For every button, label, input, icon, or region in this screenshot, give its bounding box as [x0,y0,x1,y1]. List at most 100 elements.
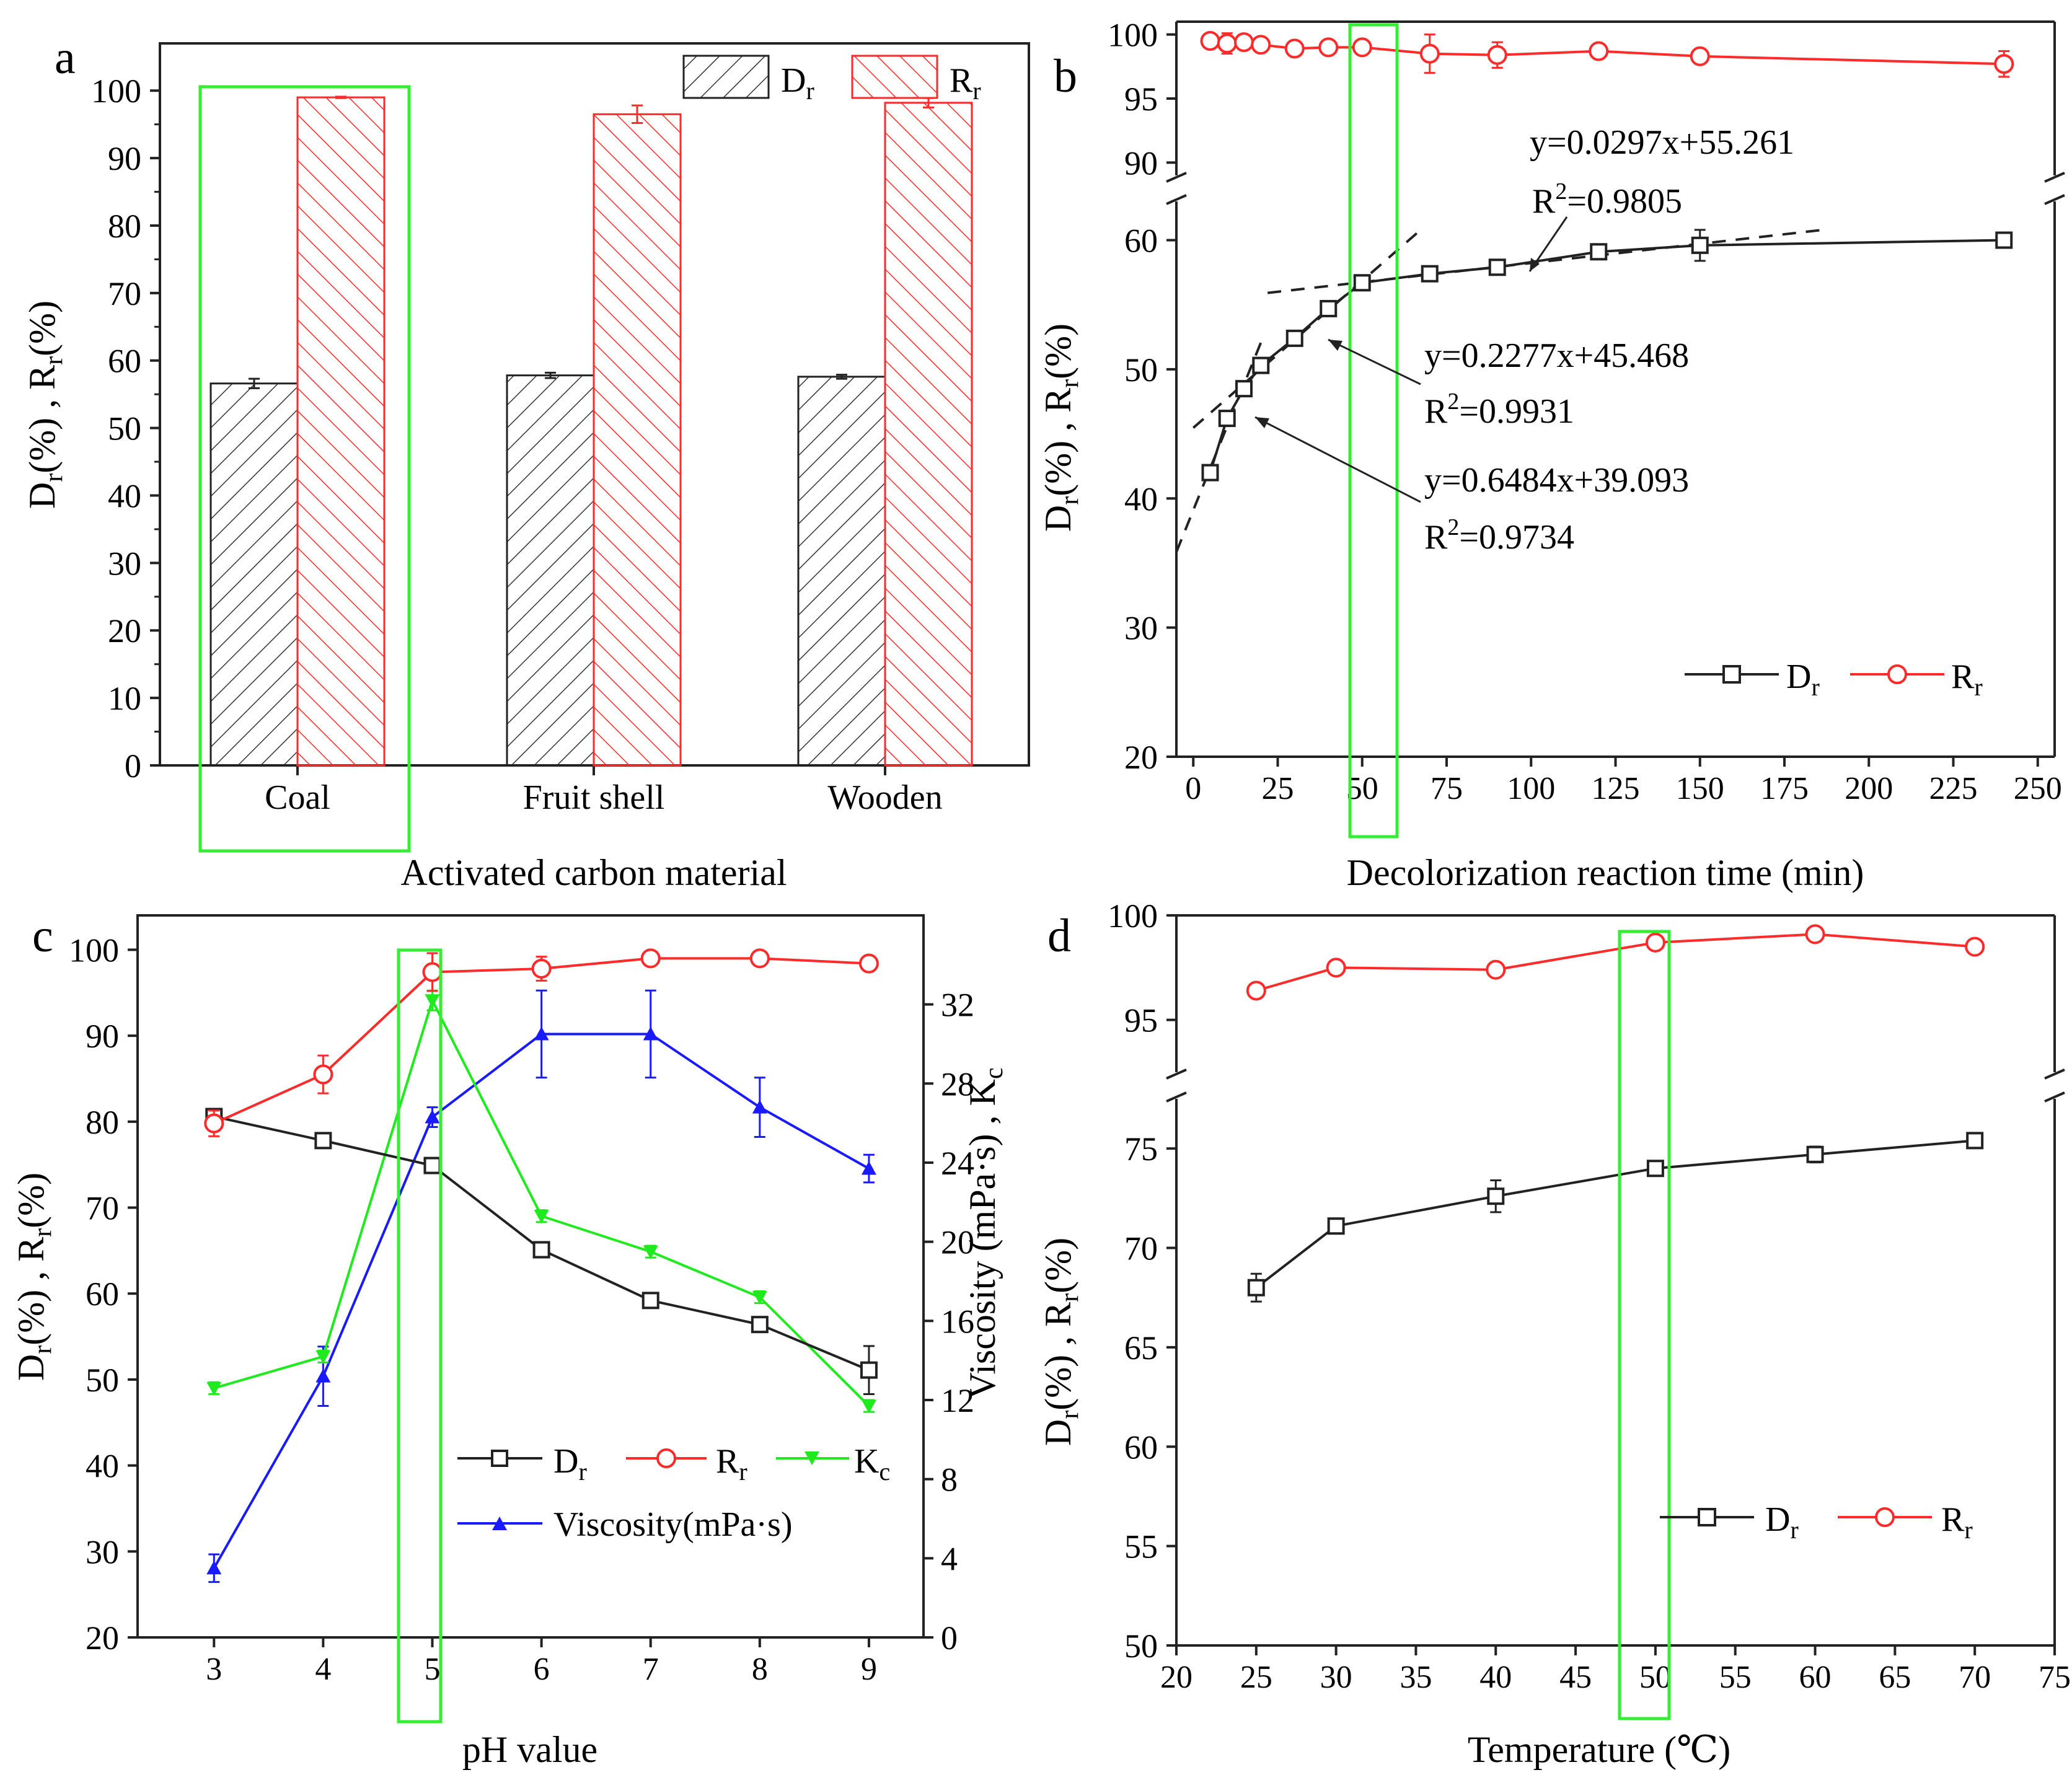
panel-b-legend: Dr Rr [1685,658,1983,701]
y-tick-label: 50 [1124,1627,1158,1665]
axis-break-mark [2044,1068,2065,1080]
data-point-dr [1353,274,1371,292]
panel-b-fit-lines [1175,227,1829,553]
panel-b-ylabel: Dr(%) , Rr(%) [1038,324,1084,532]
y-tick-label: 60 [1124,222,1158,260]
panel-a-ylabel: Dr(%) , Rr(%) [22,301,68,509]
fit-line-3 [1267,227,1829,294]
data-point-viscosity [206,1561,222,1575]
x-tick-label: 75 [1431,771,1463,806]
y-tick-label: 20 [86,1619,119,1657]
data-point-dr [532,1241,550,1259]
bar-dr [797,376,886,767]
panel-d-legend: Dr Rr [1660,1500,1973,1544]
y-tick-label: 95 [1124,1002,1158,1039]
axis-break-mark [2044,1091,2065,1103]
panel-b-highlight [1348,23,1399,839]
data-point-rr [640,948,661,969]
x-tick-label: 7 [643,1652,659,1687]
y-tick-label: 60 [1124,1429,1158,1466]
panel-c-xlabel: pH value [462,1729,597,1770]
x-tick-label: 125 [1592,771,1640,806]
bar-rr [593,113,682,767]
data-point-rr [1326,958,1346,978]
x-tick-label: 100 [1507,771,1555,806]
y-tick-label: 75 [1124,1130,1158,1168]
data-point-dr [1646,1160,1664,1178]
panel-c-legend: Dr Rr Kc Viscosity(mPa·s) [457,1442,890,1544]
data-point-rr [858,953,879,974]
y-tick-label: 70 [86,1190,119,1227]
y-right-tick-label: 16 [941,1303,974,1340]
panel-a-highlight-coal [198,85,411,853]
fit1-arrowhead [1255,417,1269,428]
data-point-dr [641,1292,659,1310]
y-tick-label: 60 [86,1275,119,1313]
data-point-dr [751,1316,769,1334]
legend-label-dr: Dr [553,1442,587,1486]
x-tick-label: Fruit shell [523,778,665,817]
axis-break-mark [2044,194,2065,205]
axis-break-mark [1166,194,1187,205]
legend-swatch-dr [682,55,770,99]
data-point-dr [1218,410,1236,428]
data-point-dr [1201,464,1219,482]
y-tick-label: 65 [1124,1329,1158,1367]
fit3-r2: R2=0.9805 [1532,178,1682,221]
y-tick-label: 90 [108,140,141,177]
data-point-dr [1487,1187,1505,1205]
fit1-r2: R2=0.9734 [1424,514,1574,557]
data-point-dr [1806,1145,1824,1163]
fit3-equation: y=0.0297x+55.261 [1530,123,1794,162]
x-tick-label: 4 [315,1652,331,1687]
y-tick-label: 60 [108,343,141,380]
data-point-dr [1488,258,1506,276]
panel-a-bar-chart: a 0 10 20 30 40 50 60 70 80 90 100 Coal Fruit shell W… [22,32,1030,893]
y-tick-label: 50 [86,1362,119,1399]
y-tick-label: 80 [86,1104,119,1141]
axis-break-mark [2044,172,2065,183]
fit3-arrowhead [1530,258,1540,271]
data-point-rr [1217,33,1237,54]
y-tick-label: 30 [1124,610,1158,647]
legend-marker-rr [1875,1507,1895,1527]
x-tick-label: 3 [206,1652,222,1687]
legend-label-viscosity: Viscosity(mPa·s) [553,1505,793,1544]
y-tick-label: 90 [86,1018,119,1055]
panel-b-xlabel: Decolorization reaction time (min) [1347,852,1864,893]
panel-c-highlight [397,948,443,1724]
x-tick-label: 75 [2039,1660,2071,1695]
panel-b-series [1200,31,2014,482]
panel-d-series [1246,924,1985,1303]
panel-d-axes: 20 25 30 35 40 45 50 55 60 65 70 75 50 55 60 65 70 75 95 10… [1108,897,2071,1695]
data-point-rr [1200,31,1220,51]
x-tick-label: 25 [1240,1660,1272,1695]
x-tick-label: 225 [1929,771,1978,806]
y-tick-label: 100 [1108,17,1158,54]
x-tick-label: 50 [1639,1660,1672,1695]
x-tick-label: 6 [534,1652,550,1687]
data-point-kc [206,1381,222,1396]
y-right-tick-label: 12 [941,1382,974,1419]
data-point-rr [531,958,552,979]
y-tick-label: 30 [108,545,141,582]
data-point-dr [1421,265,1439,283]
y-tick-label: 95 [1124,81,1158,118]
x-tick-label: Coal [265,778,330,817]
data-point-kc [534,1210,549,1224]
legend-label-rr: Rr [716,1442,747,1486]
data-point-rr [204,1113,224,1134]
fit2-arrowhead [1328,340,1342,351]
panel-b-axes: 0 25 50 75 100 125 150 175 200 225 250203040506090… [1108,17,2065,806]
panel-d-xlabel: Temperature (℃) [1468,1729,1730,1770]
data-point-rr [1251,35,1271,55]
legend-marker-dr [1698,1508,1716,1526]
x-tick-label: 150 [1676,771,1724,806]
y-right-tick-label: 32 [941,987,974,1024]
x-tick-label: 5 [425,1652,441,1687]
legend-marker-viscosity [492,1517,507,1530]
data-point-dr [1327,1217,1345,1235]
y-tick-label: 0 [125,747,141,785]
y-right-tick-label: 4 [941,1540,958,1577]
legend-label-rr: Rr [1941,1500,1973,1544]
